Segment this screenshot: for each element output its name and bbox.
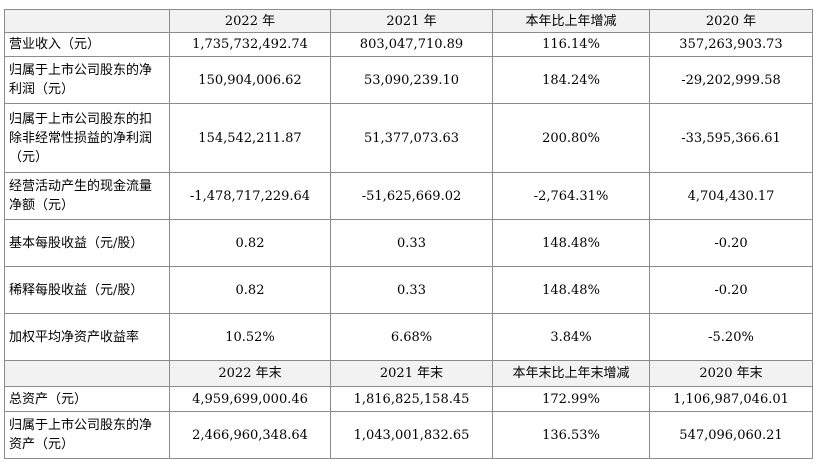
cell-value: 148.48%: [492, 266, 650, 314]
cell-value: 116.14%: [492, 32, 650, 57]
cell-value: 1,106,987,046.01: [649, 386, 813, 412]
table-header-row: 2022 年末 2021 年末 本年末比上年末增减 2020 年末: [4, 360, 813, 387]
row-label: 稀释每股收益（元/股）: [4, 266, 170, 314]
table-row: 加权平均净资产收益率 10.52% 6.68% 3.84% -5.20%: [4, 313, 813, 361]
cell-value: 200.80%: [492, 103, 650, 173]
row-label: 归属于上市公司股东的净利润（元）: [4, 56, 170, 104]
cell-value: 53,090,239.10: [330, 56, 493, 104]
cell-value: -29,202,999.58: [649, 56, 813, 104]
cell-value: 2,466,960,348.64: [169, 411, 331, 459]
cell-value: -0.20: [649, 219, 813, 267]
row-label: 加权平均净资产收益率: [4, 313, 170, 361]
cell-value: -51,625,669.02: [330, 172, 493, 220]
row-label: 归属于上市公司股东的净资产（元）: [4, 411, 170, 459]
table-row: 归属于上市公司股东的扣除非经常性损益的净利润（元） 154,542,211.87…: [4, 103, 813, 173]
cell-value: -2,764.31%: [492, 172, 650, 220]
cell-value: 803,047,710.89: [330, 32, 493, 57]
header-cell: 本年末比上年末增减: [492, 360, 650, 387]
row-label: 总资产（元）: [4, 386, 170, 412]
table-header-row: 2022 年 2021 年 本年比上年增减 2020 年: [4, 9, 813, 33]
cell-value: -5.20%: [649, 313, 813, 361]
financial-summary-table: 2022 年 2021 年 本年比上年增减 2020 年 营业收入（元） 1,7…: [4, 9, 813, 459]
cell-value: 0.33: [330, 266, 493, 314]
header-cell: 2022 年: [169, 9, 331, 33]
cell-value: 4,704,430.17: [649, 172, 813, 220]
cell-value: 10.52%: [169, 313, 331, 361]
cell-value: 136.53%: [492, 411, 650, 459]
cell-value: 51,377,073.63: [330, 103, 493, 173]
cell-value: 184.24%: [492, 56, 650, 104]
header-cell: 本年比上年增减: [492, 9, 650, 33]
header-cell: 2020 年末: [649, 360, 813, 387]
cell-value: 4,959,699,000.46: [169, 386, 331, 412]
header-cell: [4, 360, 170, 387]
cell-value: 0.82: [169, 266, 331, 314]
row-label: 基本每股收益（元/股）: [4, 219, 170, 267]
table-row: 稀释每股收益（元/股） 0.82 0.33 148.48% -0.20: [4, 266, 813, 314]
header-cell: 2021 年末: [330, 360, 493, 387]
table-row: 营业收入（元） 1,735,732,492.74 803,047,710.89 …: [4, 32, 813, 57]
cell-value: 1,816,825,158.45: [330, 386, 493, 412]
table-row: 基本每股收益（元/股） 0.82 0.33 148.48% -0.20: [4, 219, 813, 267]
cell-value: 148.48%: [492, 219, 650, 267]
cell-value: 1,735,732,492.74: [169, 32, 331, 57]
header-cell: 2021 年: [330, 9, 493, 33]
header-cell: 2020 年: [649, 9, 813, 33]
table-row: 经营活动产生的现金流量净额（元） -1,478,717,229.64 -51,6…: [4, 172, 813, 220]
table-row: 归属于上市公司股东的净利润（元） 150,904,006.62 53,090,2…: [4, 56, 813, 104]
cell-value: 150,904,006.62: [169, 56, 331, 104]
table-row: 总资产（元） 4,959,699,000.46 1,816,825,158.45…: [4, 386, 813, 412]
header-cell: 2022 年末: [169, 360, 331, 387]
row-label: 经营活动产生的现金流量净额（元）: [4, 172, 170, 220]
table-row: 归属于上市公司股东的净资产（元） 2,466,960,348.64 1,043,…: [4, 411, 813, 459]
row-label: 归属于上市公司股东的扣除非经常性损益的净利润（元）: [4, 103, 170, 173]
cell-value: -33,595,366.61: [649, 103, 813, 173]
cell-value: 6.68%: [330, 313, 493, 361]
cell-value: 0.33: [330, 219, 493, 267]
cell-value: 357,263,903.73: [649, 32, 813, 57]
header-cell: [4, 9, 170, 33]
cell-value: 154,542,211.87: [169, 103, 331, 173]
row-label: 营业收入（元）: [4, 32, 170, 57]
cell-value: 0.82: [169, 219, 331, 267]
cell-value: 1,043,001,832.65: [330, 411, 493, 459]
cell-value: 3.84%: [492, 313, 650, 361]
cell-value: -0.20: [649, 266, 813, 314]
cell-value: -1,478,717,229.64: [169, 172, 331, 220]
cell-value: 172.99%: [492, 386, 650, 412]
cell-value: 547,096,060.21: [649, 411, 813, 459]
